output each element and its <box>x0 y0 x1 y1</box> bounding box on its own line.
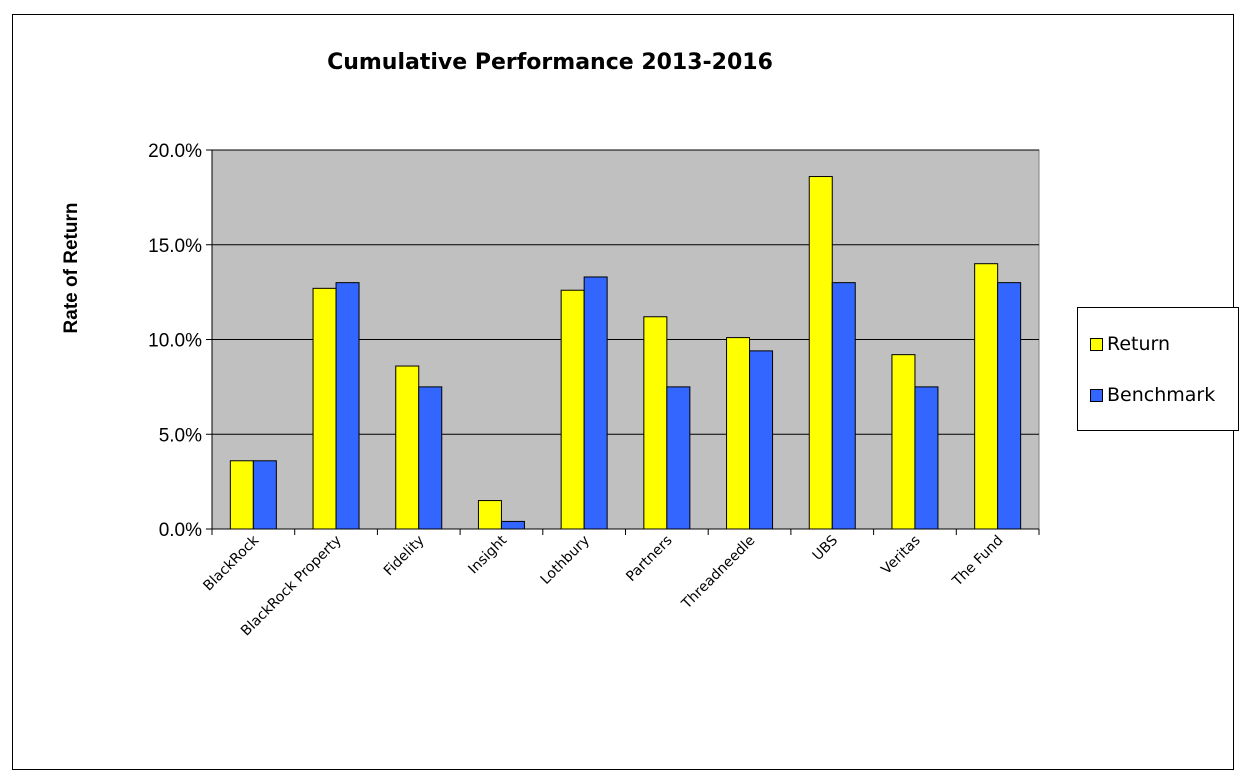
legend-swatch-return <box>1090 337 1103 351</box>
x-tick-label: The Fund <box>949 533 1007 591</box>
chart-title: Cumulative Performance 2013-2016 <box>327 50 773 75</box>
bar-return-the-fund <box>974 263 999 530</box>
bar-return-partners <box>643 316 668 530</box>
y-axis-label: Rate of Return <box>61 202 82 334</box>
bar-benchmark-ubs <box>831 282 856 530</box>
x-tick-label: Fidelity <box>381 533 428 580</box>
bar-benchmark-threadneedle <box>749 350 774 530</box>
legend-swatch-benchmark <box>1090 388 1103 402</box>
bar-benchmark-fidelity <box>418 386 443 530</box>
x-tick-label: BlackRock <box>200 532 262 594</box>
bar-benchmark-the-fund <box>997 282 1022 530</box>
y-tick-label: 5.0% <box>159 425 202 446</box>
bar-benchmark-blackrock-property <box>335 282 360 530</box>
x-tick-label: Lothbury <box>538 533 593 588</box>
bar-return-ubs <box>808 176 833 530</box>
bar-benchmark-partners <box>666 386 691 530</box>
bar-return-veritas <box>891 354 916 530</box>
x-tick-label: Insight <box>465 532 510 577</box>
bar-return-lothbury <box>560 289 585 530</box>
bar-benchmark-veritas <box>914 386 939 530</box>
bar-return-blackrock <box>229 460 254 530</box>
bar-return-threadneedle <box>726 337 751 530</box>
x-tick-label: Threadneedle <box>678 533 758 613</box>
y-tick-label: 10.0% <box>148 331 202 352</box>
y-tick-label: 0.0% <box>159 520 202 541</box>
x-tick-label: Veritas <box>878 533 923 578</box>
x-tick-label: UBS <box>810 532 842 564</box>
bar-benchmark-blackrock <box>252 460 277 530</box>
legend-label-return: Return <box>1107 333 1171 355</box>
bar-benchmark-insight <box>500 520 525 530</box>
x-tick-label: Partners <box>623 533 675 585</box>
y-tick-label: 15.0% <box>148 236 202 257</box>
legend-label-benchmark: Benchmark <box>1107 384 1216 406</box>
legend-item-benchmark: Benchmark <box>1090 384 1215 406</box>
chart-legend: Return Benchmark <box>1077 307 1239 431</box>
legend-item-return: Return <box>1090 333 1170 355</box>
bar-return-fidelity <box>395 365 420 530</box>
bar-benchmark-lothbury <box>583 276 608 530</box>
y-tick-label: 20.0% <box>148 141 202 162</box>
bar-return-insight <box>477 500 502 530</box>
bar-return-blackrock-property <box>312 287 337 530</box>
